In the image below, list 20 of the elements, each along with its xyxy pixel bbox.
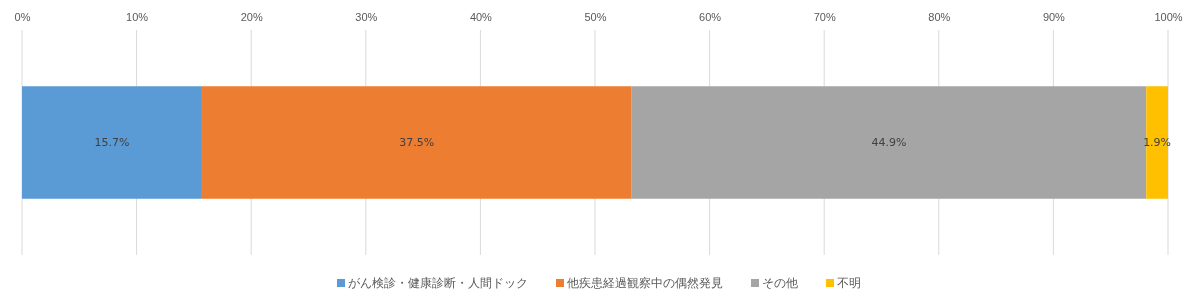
x-tick-label: 30%: [355, 11, 378, 23]
x-tick-label: 0%: [14, 11, 31, 23]
legend-label: 他疾患経過観察中の偶然発見: [567, 276, 723, 290]
x-tick-label: 40%: [469, 11, 493, 23]
legend-label: その他: [762, 276, 798, 290]
text: 15.7%: [94, 136, 130, 149]
x-tick-label: 90%: [1042, 11, 1066, 23]
bar: [201, 86, 632, 199]
x-tick-label: 20%: [240, 11, 263, 23]
x-tick-label: 60%: [699, 11, 722, 23]
x-tick-label: 100%: [1154, 11, 1183, 23]
text: 37.5%: [399, 136, 435, 149]
x-tick-label: 70%: [813, 11, 836, 23]
x-tick-label: 10%: [126, 11, 149, 23]
legend-label: 不明: [837, 276, 861, 290]
bar: [22, 86, 202, 199]
x-tick-label: 80%: [928, 11, 951, 23]
x-tick-label: 50%: [584, 11, 607, 23]
legend-label: がん検診・健康診断・人間ドック: [348, 276, 528, 290]
text: 44.9%: [871, 136, 907, 149]
